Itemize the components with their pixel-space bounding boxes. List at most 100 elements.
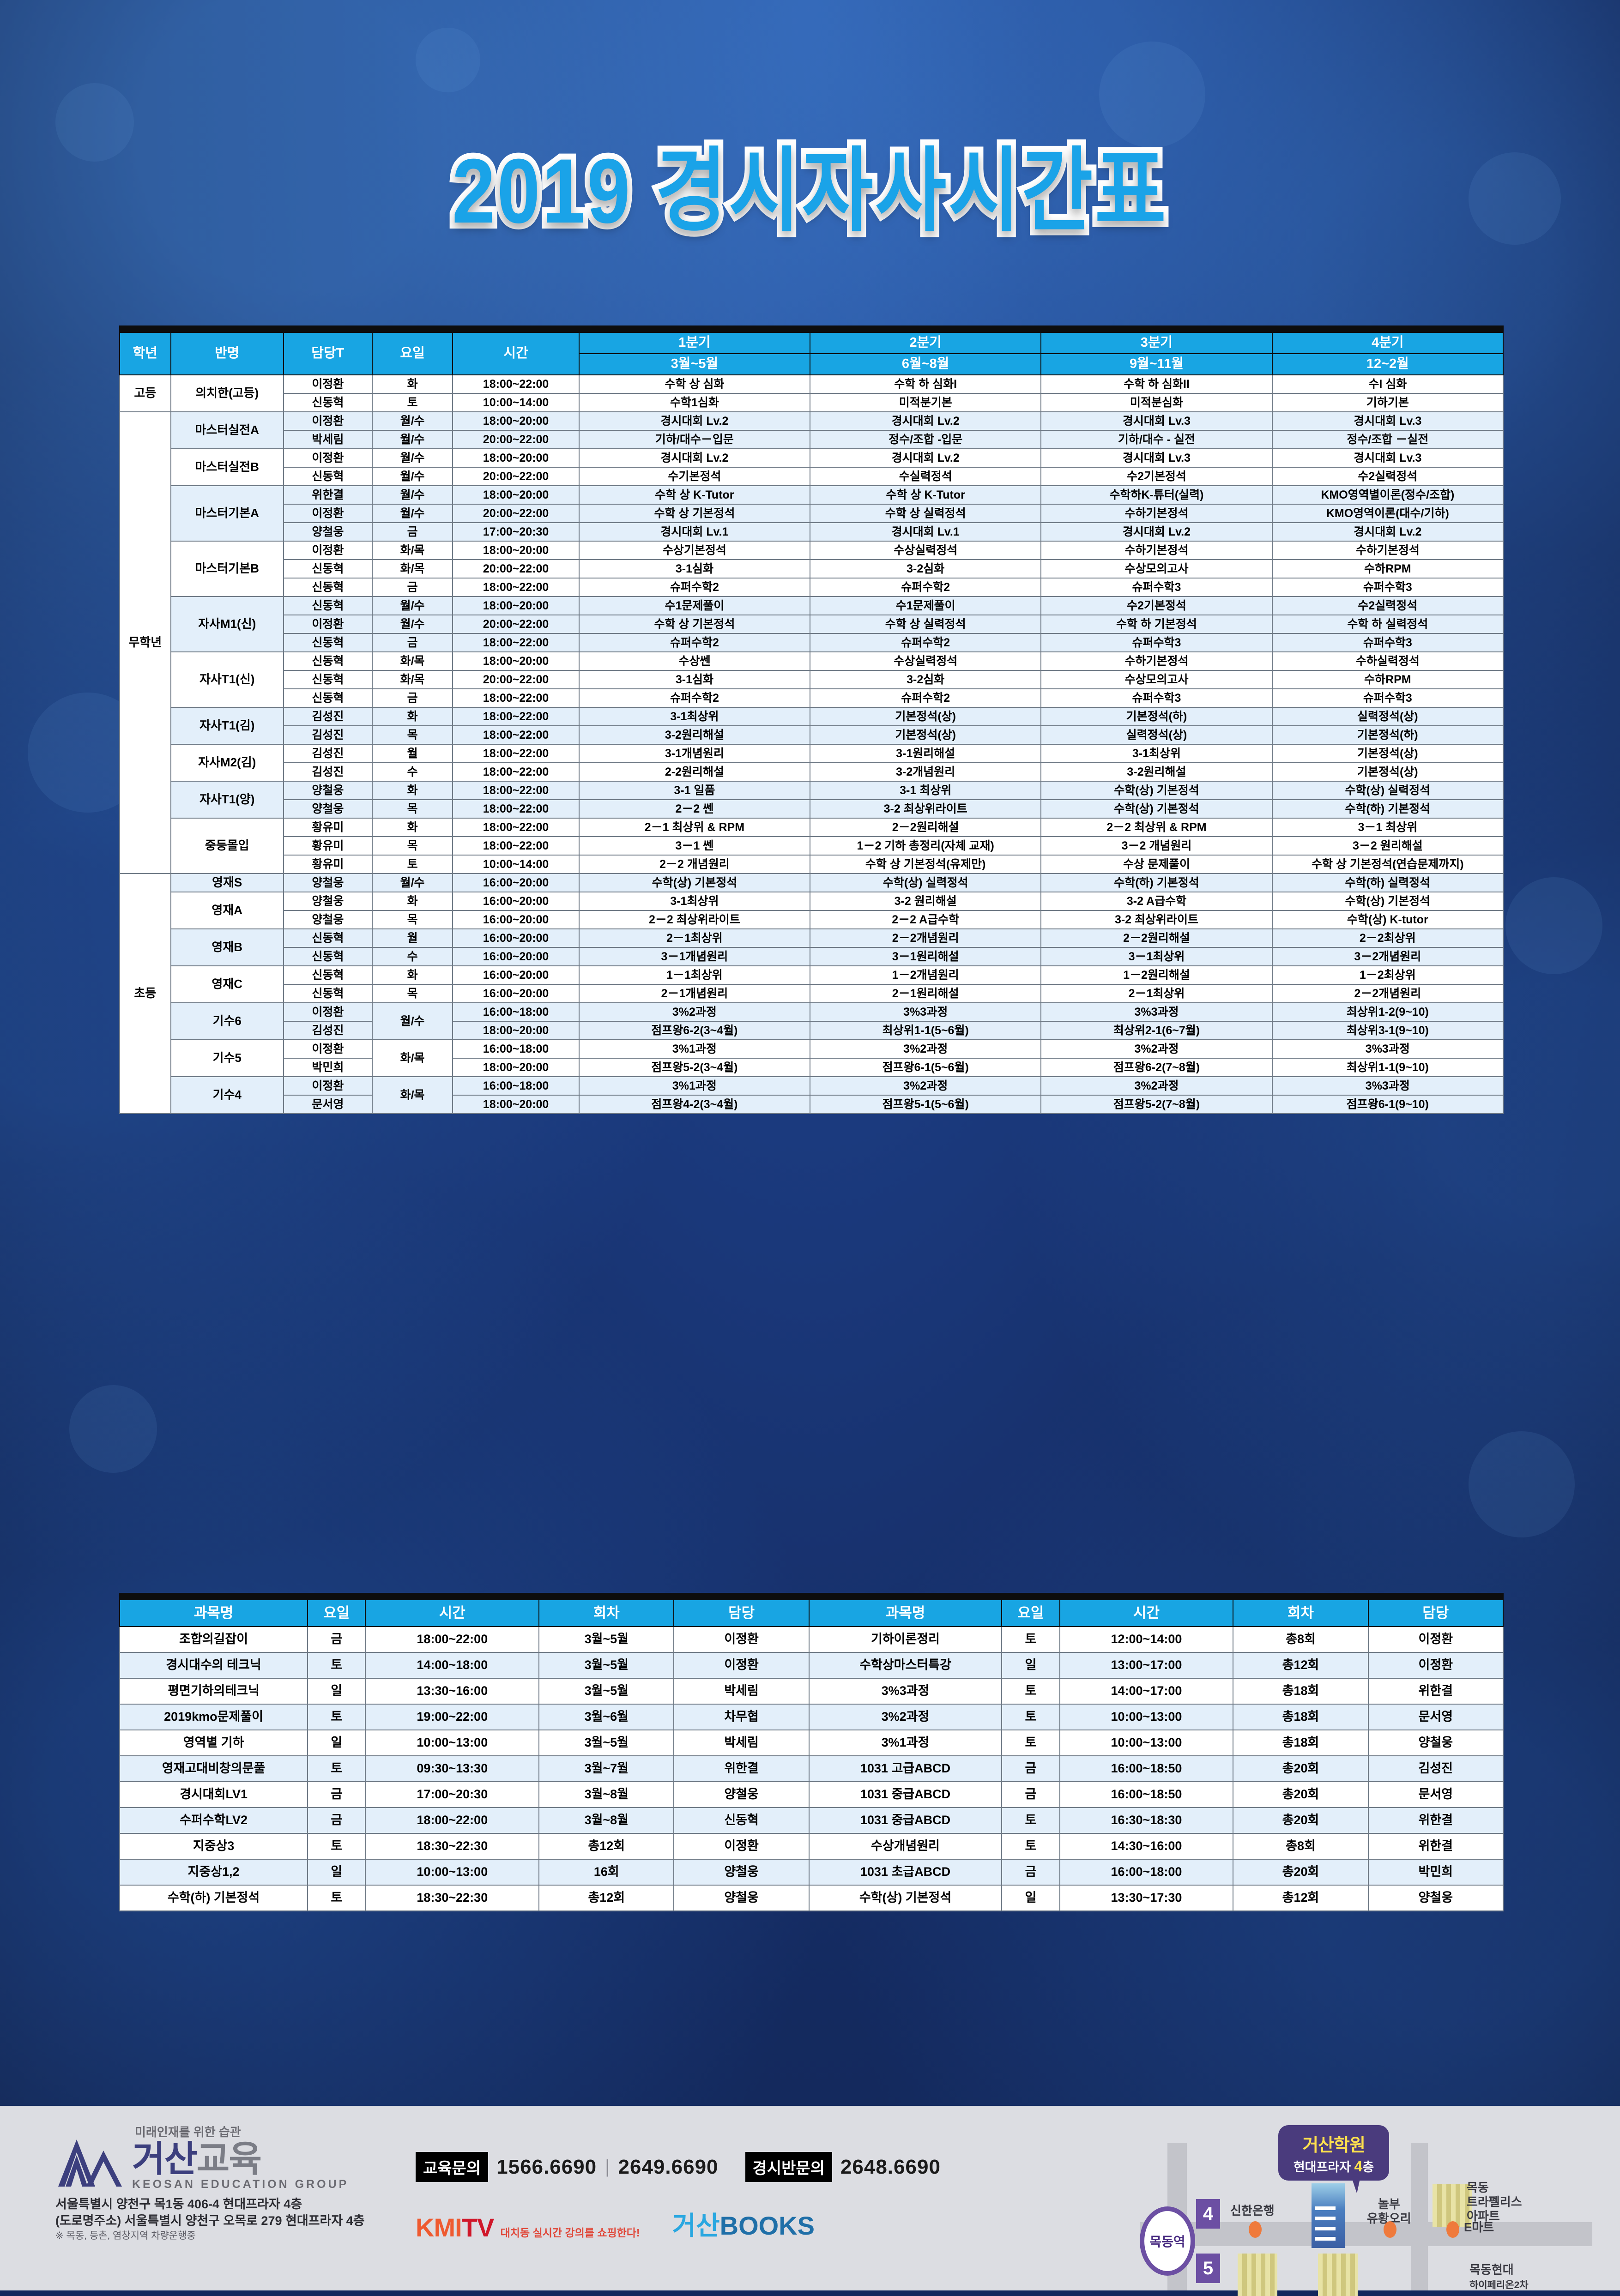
day-cell: 화/목 [371, 670, 453, 689]
table-row: 영역별 기하 일 10:00~13:00 3월~5월 박세림 3%1과정 토 10:00~13… [119, 1730, 1504, 1756]
quarter-2-cell: 2－2개념원리 [810, 928, 1042, 948]
sub-cell-6: 3%3과정 [808, 1678, 1003, 1705]
sub-cell-9: 총20회 [1233, 1781, 1369, 1808]
quarter-2-cell: 2－2원리해설 [810, 818, 1042, 837]
quarter-2-cell: 점프왕5-1(5~6월) [810, 1095, 1042, 1114]
day-cell: 화/목 [371, 651, 453, 671]
header-row-1: 학년 반명 담당T 요일 시간 1분기 2분기 3분기 4분기 [119, 332, 1504, 375]
quarter-3-cell: 점프왕6-2(7~8월) [1040, 1058, 1273, 1077]
media-brands-block: KMITV 대치동 실시간 강의를 쇼핑한다! 거산BOOKS [416, 2205, 815, 2242]
quarter-2-cell: 3-2 최상위라이트 [810, 799, 1042, 819]
sub-cell-7: 일 [1001, 1885, 1060, 1911]
day-cell: 수 [371, 947, 453, 966]
map-dot-bank [1249, 2221, 1262, 2238]
quarter-4-cell: 수학 하 실력정석 [1271, 615, 1504, 634]
sub-cell-5: 이정환 [673, 1652, 810, 1679]
day-cell: 목 [371, 725, 453, 745]
teacher-cell: 신동혁 [283, 559, 373, 579]
quarter-1-cell: 3-1 일품 [578, 781, 811, 800]
time-cell: 18:00~20:00 [452, 1021, 580, 1040]
quarter-3-cell: 수2기본정석 [1040, 467, 1273, 486]
grade-cell: 무학년 [119, 411, 171, 874]
map-exit-5: 5 [1196, 2254, 1220, 2283]
table-row: 신동혁 금 18:00~22:00 슈퍼수학2 슈퍼수학2 슈퍼수학3 슈퍼수학3 [120, 633, 1504, 652]
quarter-4-cell: 수2실력정석 [1271, 596, 1504, 615]
sub-cell-2: 일 [307, 1730, 366, 1756]
time-cell: 18:00~22:00 [452, 374, 580, 394]
teacher-cell: 김성진 [283, 744, 373, 763]
quarter-4-cell: 슈퍼수학3 [1271, 688, 1504, 708]
sub-cell-6: 3%1과정 [808, 1730, 1003, 1756]
main-schedule-table: 학년 반명 담당T 요일 시간 1분기 2분기 3분기 4분기 3월~5월 6월… [119, 332, 1504, 1114]
sub-cell-5: 박세림 [673, 1678, 810, 1705]
sub-cell-7: 토 [1001, 1730, 1060, 1756]
table-row: 수퍼수학LV2 금 18:00~22:00 3월~8월 신동혁 1031 중급ABCD 토 1… [119, 1807, 1504, 1834]
special-courses-table: 과목명 요일 시간 회차 담당 과목명 요일 시간 회차 담당 조합의길잡이 금 18:00~22:0… [119, 1599, 1504, 1911]
time-cell: 18:00~22:00 [452, 688, 580, 708]
quarter-3-cell: 수학하K-튜터(실력) [1040, 485, 1273, 505]
table-row: 자사M1(신) 신동혁 월/수 18:00~20:00 수1문제풀이 수1문제풀이 수2기본… [120, 596, 1504, 652]
contact-block: 교육문의 1566.6690 | 2649.6690 경시반문의 2648.66… [416, 2152, 941, 2182]
sub-cell-4: 3월~8월 [538, 1807, 675, 1834]
sub-cell-6: 1031 중급ABCD [808, 1781, 1003, 1808]
quarter-3-cell: 3%2과정 [1040, 1076, 1273, 1096]
sub-col-header-7: 요일 [1001, 1599, 1060, 1627]
page-title: 2019 경시자사시간표 [447, 134, 1171, 248]
quarter-3-cell: 슈퍼수학3 [1040, 688, 1273, 708]
quarter-1-cell: 2－2 개념원리 [578, 855, 811, 874]
time-cell: 18:00~22:00 [452, 799, 580, 819]
teacher-cell: 박민희 [283, 1058, 373, 1077]
quarter-3-cell: 슈퍼수학3 [1040, 578, 1273, 597]
sub-cell-5: 신동혁 [673, 1807, 810, 1834]
quarter-4-cell: 2－2최상위 [1271, 928, 1504, 948]
teacher-cell: 이정환 [283, 411, 373, 431]
quarter-1-cell: 수학 상 K-Tutor [578, 485, 811, 505]
sub-cell-6: 1031 초급ABCD [808, 1859, 1003, 1886]
day-cell: 화 [371, 892, 453, 911]
table-row: 고등 의치한(고등) 이정환 화 18:00~22:00 수학 상 심화 수학 하 심화I 수… [119, 374, 1504, 412]
quarter-1-cell: 3-1개념원리 [578, 744, 811, 763]
map-exit-4: 4 [1196, 2199, 1220, 2229]
quarter-1-cell: 1－1최상위 [578, 965, 811, 985]
table-row: 박민희 18:00~20:00 점프왕5-2(3~4월) 점프왕6-1(5~6월) 점프… [120, 1058, 1504, 1077]
sub-cell-7: 금 [1001, 1781, 1060, 1808]
day-cell: 목 [371, 836, 453, 856]
phone-number-1[interactable]: 1566.6690 [496, 2155, 597, 2178]
col-header-quarter-3: 3분기 [1040, 332, 1273, 354]
map-apartment-icon-1 [1433, 2184, 1472, 2227]
quarter-4-cell: 수하실력정석 [1271, 651, 1504, 671]
sub-cell-3: 17:00~20:30 [365, 1781, 540, 1808]
phone-number-2[interactable]: 2649.6690 [618, 2155, 719, 2178]
time-cell: 16:00~20:00 [452, 910, 580, 929]
sub-col-header-4: 회차 [538, 1599, 675, 1627]
map-callout-academy: 거산학원 현대프라자 4층 [1278, 2125, 1389, 2181]
quarter-4-cell: 수하RPM [1271, 559, 1504, 579]
time-cell: 18:00~20:00 [452, 1058, 580, 1077]
teacher-cell: 박세림 [283, 430, 373, 449]
quarter-4-cell: 수2실력정석 [1271, 467, 1504, 486]
teacher-cell: 위한결 [283, 485, 373, 505]
phone-number-3[interactable]: 2648.6690 [840, 2155, 941, 2178]
day-cell: 월/수 [371, 1002, 453, 1040]
map-dot-emart [1446, 2221, 1459, 2238]
quarter-3-cell: 수학(상) 기본정석 [1040, 799, 1273, 819]
quarter-4-cell: 수학(상) K-tutor [1271, 910, 1504, 929]
table-row: 마스터기본A 위한결 월/수 18:00~20:00 수학 상 K-Tutor 수학 상 … [120, 485, 1504, 542]
day-cell: 화 [371, 818, 453, 837]
quarter-4-cell: 수I 심화 [1271, 374, 1504, 394]
quarter-2-cell: 3%2과정 [810, 1039, 1042, 1059]
table-row: 신동혁 수 16:00~20:00 3－1개념원리 3－1원리해설 3－1최상위 3－2개념… [120, 947, 1504, 966]
sub-cell-1: 수학(하) 기본정석 [119, 1885, 308, 1911]
sub-cell-4: 총12회 [538, 1885, 675, 1911]
sub-cell-6: 수상개념원리 [808, 1833, 1003, 1860]
kmi-tv-logo[interactable]: KMITV 대치동 실시간 강의를 쇼핑한다! [416, 2213, 640, 2242]
quarter-2-cell: 1－2 기하 총정리(자체 교재) [810, 836, 1042, 856]
keosan-books-logo[interactable]: 거산BOOKS [672, 2211, 815, 2240]
day-cell: 월/수 [371, 448, 453, 468]
table-row: 신동혁 금 18:00~22:00 슈퍼수학2 슈퍼수학2 슈퍼수학3 슈퍼수학3 [120, 578, 1504, 597]
quarter-4-cell: 정수/조합 －실전 [1271, 430, 1504, 449]
sub-col-header-6: 과목명 [808, 1599, 1003, 1627]
table-row: 영재고대비창의문풀 토 09:30~13:30 3월~7월 위한결 1031 고급ABCD… [119, 1755, 1504, 1782]
teacher-cell: 양철웅 [283, 873, 373, 892]
table-row: 김성진 수 18:00~22:00 2-2원리해설 3-2개념원리 3-2원리해설 기본정석… [120, 762, 1504, 782]
